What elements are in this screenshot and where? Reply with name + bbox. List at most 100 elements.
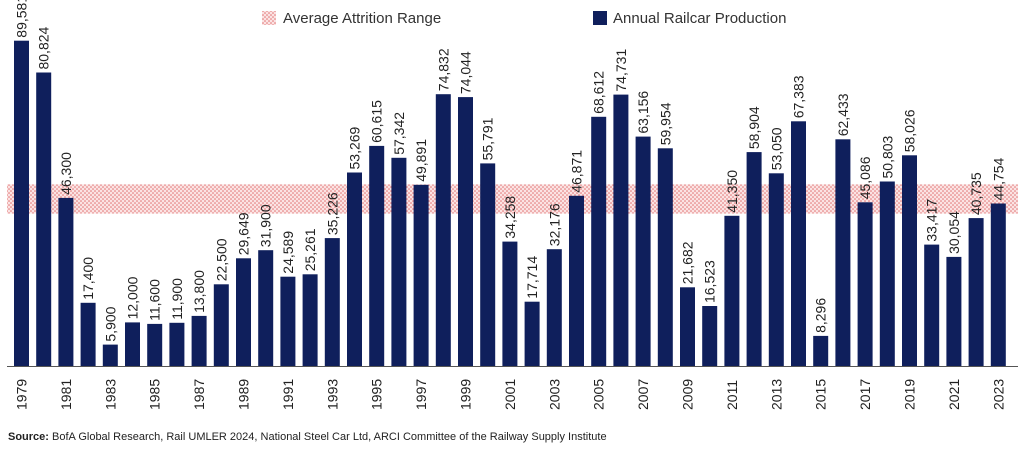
x-tick-label-1995: 1995 xyxy=(369,379,385,410)
x-tick-label-1983: 1983 xyxy=(102,379,118,410)
data-label-2017: 45,086 xyxy=(857,156,873,199)
x-tick-label-1981: 1981 xyxy=(58,379,74,410)
legend-swatch-attrition-range xyxy=(262,11,276,25)
data-label-2001: 34,258 xyxy=(502,196,518,239)
data-label-2014: 67,383 xyxy=(791,75,807,118)
bar-2020 xyxy=(924,244,940,366)
bar-2007 xyxy=(635,136,651,366)
data-label-2016: 62,433 xyxy=(835,93,851,136)
data-label-1985: 11,600 xyxy=(147,279,163,321)
data-label-2007: 63,156 xyxy=(635,91,651,134)
legend-label-attrition-range: Average Attrition Range xyxy=(283,10,441,27)
x-tick-label-1991: 1991 xyxy=(280,379,296,410)
x-tick-label-1987: 1987 xyxy=(191,379,207,410)
bar-1989 xyxy=(236,258,251,366)
bar-2008 xyxy=(657,148,673,366)
data-label-1982: 17,400 xyxy=(80,257,96,300)
data-label-1995: 60,615 xyxy=(369,100,385,143)
bar-2019 xyxy=(902,155,917,366)
bar-1994 xyxy=(347,172,362,366)
x-tick-label-2015: 2015 xyxy=(813,379,829,410)
bar-1995 xyxy=(369,145,385,366)
data-label-2003: 32,176 xyxy=(546,203,562,246)
data-label-1980: 80,824 xyxy=(36,26,52,69)
x-tick-label-2021: 2021 xyxy=(946,379,962,410)
data-label-2021: 30,054 xyxy=(946,211,962,254)
bar-1991 xyxy=(280,276,296,366)
data-label-1999: 74,044 xyxy=(458,51,474,94)
bar-1985 xyxy=(147,323,163,366)
bar-2022 xyxy=(968,218,984,366)
bar-2018 xyxy=(879,181,895,366)
x-tick-label-2017: 2017 xyxy=(857,379,873,410)
x-tick-label-1979: 1979 xyxy=(14,379,30,410)
data-label-2023: 44,754 xyxy=(990,157,1006,200)
x-tick-label-1989: 1989 xyxy=(236,379,252,410)
data-label-1983: 5,900 xyxy=(102,306,118,341)
x-tick-label-1993: 1993 xyxy=(324,379,340,410)
x-tick-label-2009: 2009 xyxy=(680,379,696,410)
data-label-2013: 53,050 xyxy=(768,127,784,170)
bar-2002 xyxy=(524,301,540,366)
bar-1986 xyxy=(169,322,185,366)
data-label-1986: 11,900 xyxy=(169,278,185,320)
bar-2023 xyxy=(990,203,1006,366)
bar-2011 xyxy=(724,215,740,366)
bar-2003 xyxy=(546,249,562,366)
bar-1997 xyxy=(413,184,429,366)
bar-2006 xyxy=(613,94,629,366)
x-tick-label-2023: 2023 xyxy=(990,379,1006,410)
data-label-2020: 33,417 xyxy=(924,199,940,242)
data-label-2011: 41,350 xyxy=(724,170,740,213)
source-note: Source: BofA Global Research, Rail UMLER… xyxy=(8,431,607,443)
bar-1981 xyxy=(58,197,74,366)
bar-1992 xyxy=(302,274,318,366)
data-label-1991: 24,589 xyxy=(280,231,296,274)
bar-1979 xyxy=(14,40,29,366)
x-tick-label-1985: 1985 xyxy=(147,379,163,410)
bar-2001 xyxy=(502,241,518,366)
bar-2000 xyxy=(480,163,496,366)
bar-1983 xyxy=(102,344,118,366)
x-tick-label-2007: 2007 xyxy=(635,379,651,410)
data-label-2019: 58,026 xyxy=(902,109,918,152)
bar-2017 xyxy=(857,202,873,366)
bar-1980 xyxy=(36,72,52,366)
x-tick-label-1997: 1997 xyxy=(413,379,429,410)
bar-2014 xyxy=(791,121,806,366)
data-label-1987: 13,800 xyxy=(191,270,207,313)
x-tick-label-2003: 2003 xyxy=(546,379,562,410)
data-label-1979: 89,581 xyxy=(14,0,30,38)
data-label-2008: 59,954 xyxy=(657,102,673,145)
bar-1993 xyxy=(324,238,340,366)
data-label-2018: 50,803 xyxy=(879,135,895,178)
data-label-1988: 22,500 xyxy=(213,238,229,281)
legend-label-production: Annual Railcar Production xyxy=(613,10,786,27)
data-label-2004: 46,871 xyxy=(569,150,585,193)
x-tick-label-2005: 2005 xyxy=(591,379,607,410)
data-label-2015: 8,296 xyxy=(813,298,829,333)
x-tick-label-1999: 1999 xyxy=(458,379,474,410)
data-label-2022: 40,735 xyxy=(968,172,984,215)
data-label-2006: 74,731 xyxy=(613,49,629,92)
data-label-2000: 55,791 xyxy=(480,117,496,160)
bar-1982 xyxy=(80,302,96,366)
x-tick-label-2019: 2019 xyxy=(902,379,918,410)
data-label-1998: 74,832 xyxy=(435,48,451,91)
bar-2021 xyxy=(946,256,962,366)
data-label-2010: 16,523 xyxy=(702,260,718,303)
bar-2009 xyxy=(680,287,695,366)
bar-2005 xyxy=(591,116,607,366)
bar-2016 xyxy=(835,139,851,366)
bar-1984 xyxy=(125,322,140,366)
data-label-1992: 25,261 xyxy=(302,228,318,271)
x-tick-label-2001: 2001 xyxy=(502,379,518,410)
bar-1996 xyxy=(391,157,407,366)
legend-swatch-production xyxy=(593,11,607,25)
source-label: Source: xyxy=(8,431,49,443)
data-label-1997: 49,891 xyxy=(413,139,429,182)
data-label-2002: 17,714 xyxy=(524,256,540,299)
data-label-1996: 57,342 xyxy=(391,112,407,155)
bar-1998 xyxy=(435,94,451,366)
